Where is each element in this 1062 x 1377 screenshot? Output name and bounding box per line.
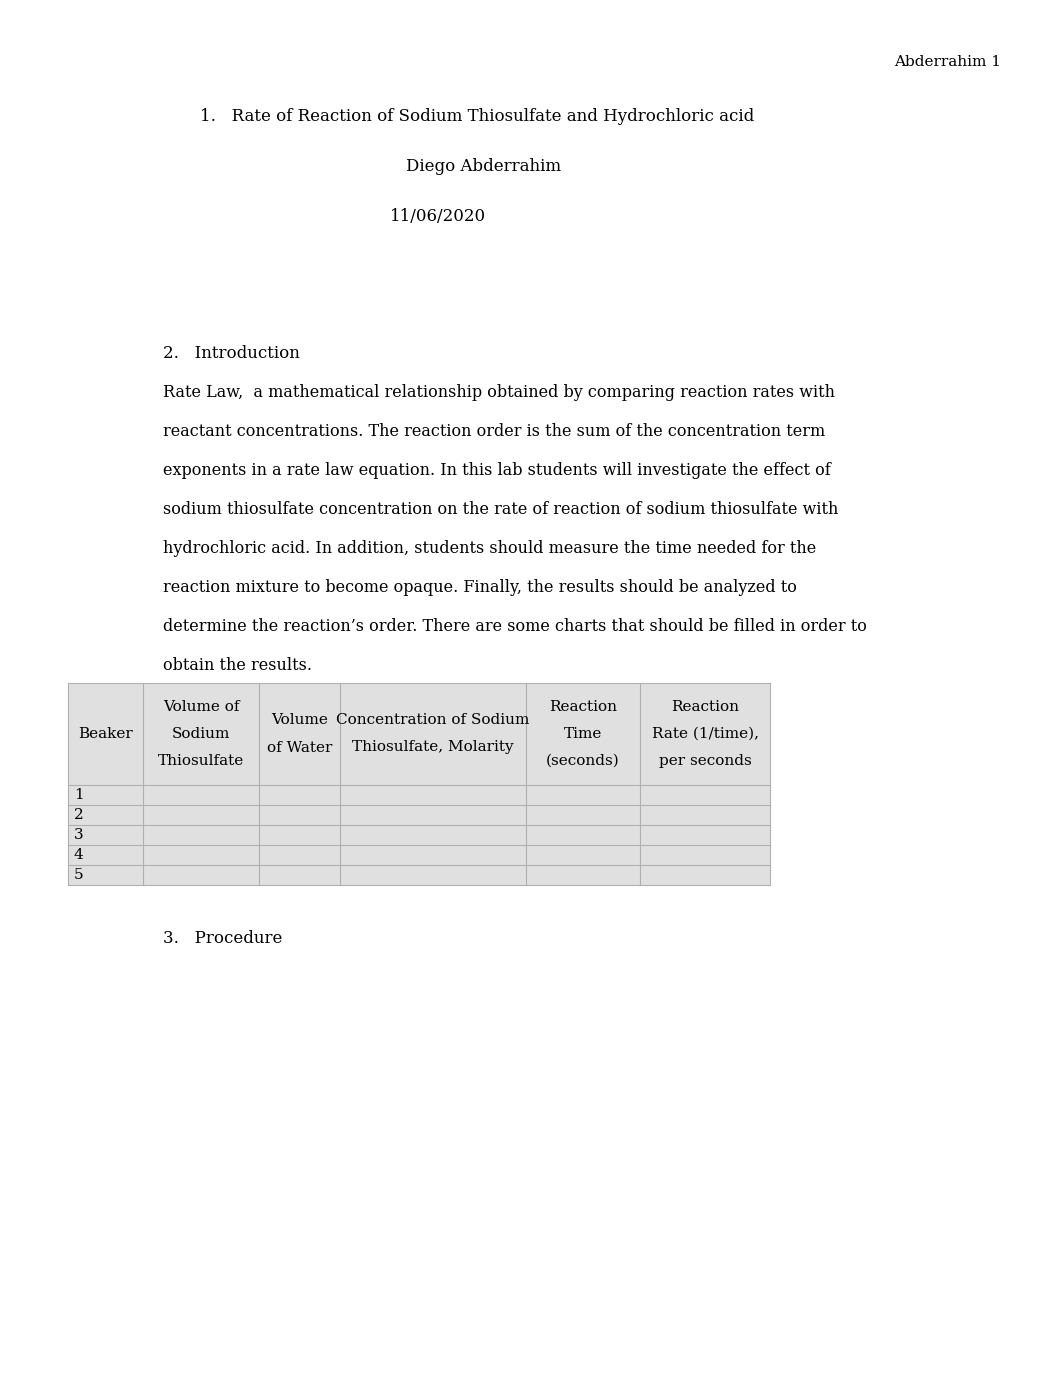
Text: reaction mixture to become opaque. Finally, the results should be analyzed to: reaction mixture to become opaque. Final… — [162, 578, 796, 596]
Text: Rate Law,  a mathematical relationship obtained by comparing reaction rates with: Rate Law, a mathematical relationship ob… — [162, 384, 835, 401]
Text: Volume of: Volume of — [162, 700, 239, 715]
Text: Thiosulfate, Molarity: Thiosulfate, Molarity — [352, 741, 514, 755]
Text: Rate (1/time),: Rate (1/time), — [652, 727, 758, 741]
Text: reactant concentrations. The reaction order is the sum of the concentration term: reactant concentrations. The reaction or… — [162, 423, 825, 441]
Text: 1.   Rate of Reaction of Sodium Thiosulfate and Hydrochloric acid: 1. Rate of Reaction of Sodium Thiosulfat… — [200, 107, 754, 125]
Text: 5: 5 — [74, 868, 84, 883]
Text: Reaction: Reaction — [549, 700, 617, 715]
Text: determine the reaction’s order. There are some charts that should be filled in o: determine the reaction’s order. There ar… — [162, 618, 867, 635]
Text: of Water: of Water — [267, 741, 332, 755]
Text: Reaction: Reaction — [671, 700, 739, 715]
Text: per seconds: per seconds — [658, 755, 752, 768]
Text: Thiosulfate: Thiosulfate — [158, 755, 244, 768]
Text: Diego Abderrahim: Diego Abderrahim — [406, 158, 561, 175]
Text: Abderrahim 1: Abderrahim 1 — [894, 55, 1001, 69]
Text: 2.   Introduction: 2. Introduction — [162, 346, 299, 362]
Text: (seconds): (seconds) — [546, 755, 620, 768]
Text: sodium thiosulfate concentration on the rate of reaction of sodium thiosulfate w: sodium thiosulfate concentration on the … — [162, 501, 838, 518]
Text: hydrochloric acid. In addition, students should measure the time needed for the: hydrochloric acid. In addition, students… — [162, 540, 817, 558]
Text: Volume: Volume — [271, 713, 328, 727]
Text: exponents in a rate law equation. In this lab students will investigate the effe: exponents in a rate law equation. In thi… — [162, 463, 830, 479]
Bar — [68, 683, 770, 885]
Text: Time: Time — [564, 727, 602, 741]
Text: Concentration of Sodium: Concentration of Sodium — [336, 713, 529, 727]
Text: 4: 4 — [74, 848, 84, 862]
Text: obtain the results.: obtain the results. — [162, 657, 312, 673]
Text: 2: 2 — [74, 808, 84, 822]
Text: 1: 1 — [74, 788, 84, 801]
Text: 3: 3 — [74, 828, 84, 841]
Text: 3.   Procedure: 3. Procedure — [162, 929, 282, 947]
Text: 11/06/2020: 11/06/2020 — [390, 208, 485, 224]
Text: Beaker: Beaker — [79, 727, 133, 741]
Text: Sodium: Sodium — [172, 727, 230, 741]
